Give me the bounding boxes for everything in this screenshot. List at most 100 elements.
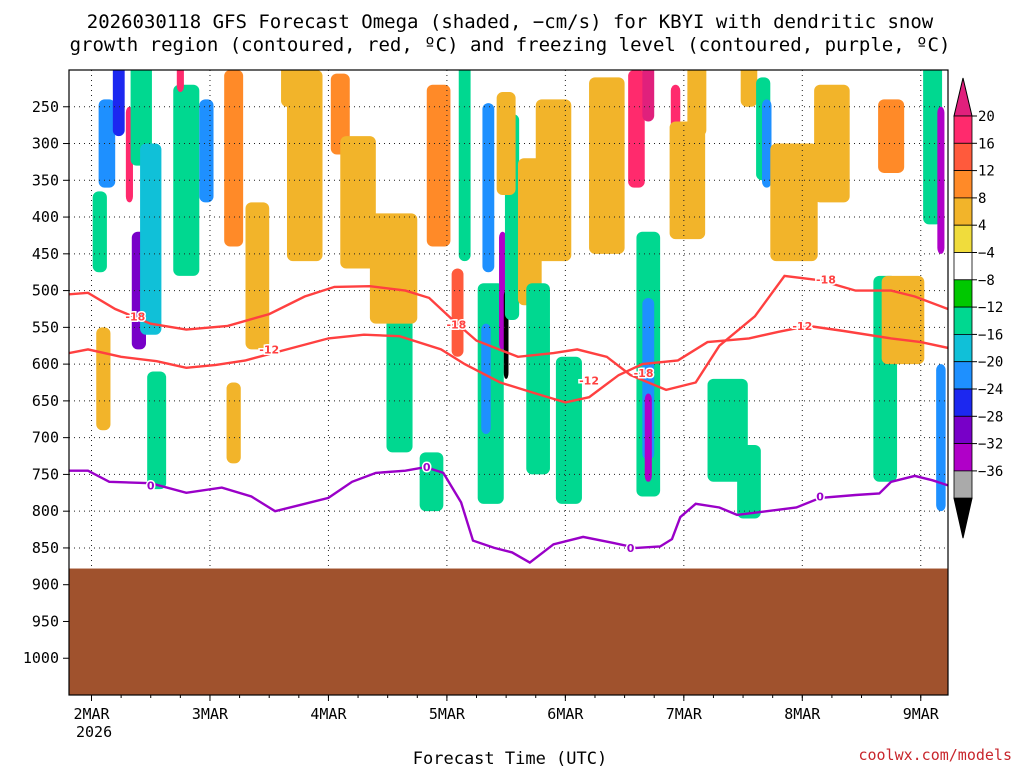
contour-label: 0 xyxy=(816,490,824,503)
omega-cell xyxy=(281,70,293,107)
x-tick-label: 6MAR xyxy=(547,705,584,723)
omega-cell xyxy=(496,92,516,195)
omega-cell xyxy=(426,84,451,247)
omega-cell xyxy=(451,268,464,357)
omega-cell xyxy=(173,84,200,276)
x-tick-label: 8MAR xyxy=(784,705,821,723)
omega-cell xyxy=(770,143,818,262)
omega-cell xyxy=(458,70,471,262)
omega-cell xyxy=(937,106,945,254)
omega-cell xyxy=(923,70,943,225)
colorbar-segment xyxy=(953,388,973,417)
contour-line xyxy=(69,274,948,392)
y-tick-label: 300 xyxy=(32,135,59,153)
y-tick-label: 450 xyxy=(32,245,59,263)
omega-cell xyxy=(482,103,495,273)
omega-cell xyxy=(644,393,652,482)
omega-cell xyxy=(140,143,162,335)
omega-cell xyxy=(147,371,167,490)
colorbar-label: 4 xyxy=(978,218,986,234)
y-tick-label: 500 xyxy=(32,282,59,300)
colorbar-segment xyxy=(953,333,973,363)
omega-cell xyxy=(286,70,323,262)
colorbar-segment xyxy=(953,279,973,308)
colorbar-label: 12 xyxy=(978,164,995,180)
contour-label: 0 xyxy=(147,479,155,492)
contour-label: 0 xyxy=(423,461,431,474)
omega-cell xyxy=(535,99,572,262)
colorbar-label: −36 xyxy=(978,464,1003,480)
y-tick-label: 750 xyxy=(32,465,59,483)
omega-cell xyxy=(878,99,905,173)
y-tick-label: 800 xyxy=(32,502,59,520)
credit-text: coolwx.com/models xyxy=(858,746,1012,764)
y-tick-label: 850 xyxy=(32,539,59,557)
x-axis-ticks: 2MAR 3MAR 4MAR 5MAR 6MAR 7MAR 8MAR 9MAR xyxy=(73,695,940,723)
chart-title-line2: growth region (contoured, red, ºC) and f… xyxy=(70,34,951,56)
x-tick-label: 9MAR xyxy=(903,705,940,723)
omega-cell xyxy=(199,99,214,203)
chart-title-line1: 2026030118 GFS Forecast Omega (shaded, −… xyxy=(87,11,934,33)
colorbar-label: −8 xyxy=(978,273,995,289)
omega-cell xyxy=(176,70,184,93)
colorbar-segment xyxy=(953,252,973,281)
colorbar-label: 8 xyxy=(978,191,986,207)
omega-cell xyxy=(642,70,655,122)
omega-cell xyxy=(226,382,241,464)
colorbar-label: −4 xyxy=(978,246,995,262)
contour-label: -12 xyxy=(259,343,279,356)
x-axis-year-label: 2026 xyxy=(76,723,112,741)
contour-label: -18 xyxy=(634,367,654,380)
y-tick-label: 400 xyxy=(32,208,59,226)
contour-line xyxy=(69,324,948,404)
contour-label: -18 xyxy=(125,310,145,323)
colorbar-label: −32 xyxy=(978,437,1003,453)
omega-cell xyxy=(936,364,946,512)
colorbar-label: 16 xyxy=(978,136,995,152)
colorbar-segment xyxy=(953,361,973,390)
y-tick-label: 550 xyxy=(32,318,59,336)
y-tick-label: 950 xyxy=(32,612,59,630)
omega-cell xyxy=(740,70,758,107)
omega-cell xyxy=(737,445,761,519)
y-tick-label: 700 xyxy=(32,429,59,447)
omega-cell xyxy=(881,275,925,365)
y-axis-ticks: 250 300 350 400 450 500 550 600 650 700 750 800 850 9… xyxy=(23,98,69,667)
y-tick-label: 900 xyxy=(32,576,59,594)
y-tick-label: 350 xyxy=(32,171,59,189)
plot-frame xyxy=(68,69,949,696)
omega-cell xyxy=(224,70,244,247)
colorbar-segment xyxy=(953,443,973,472)
y-tick-label: 650 xyxy=(32,392,59,410)
contour-lines: 0 0 0 0 -12 -12 -12 -18 -18 -18 -18 xyxy=(69,272,948,659)
colorbar-segment xyxy=(953,224,973,253)
x-tick-label: 4MAR xyxy=(310,705,347,723)
contour-label: -12 xyxy=(792,320,812,333)
colorbar-bottom-cap xyxy=(953,497,973,539)
x-tick-label: 3MAR xyxy=(192,705,229,723)
colorbar-label: 20 xyxy=(978,109,995,125)
colorbar-segment xyxy=(953,115,973,144)
colorbar-segment xyxy=(953,170,973,199)
omega-cell xyxy=(245,202,270,350)
omega-cell xyxy=(814,84,850,203)
colorbar-label: −12 xyxy=(978,300,1003,316)
omega-cell xyxy=(330,73,350,155)
omega-cell xyxy=(92,191,107,273)
colorbar-label: −16 xyxy=(978,327,1003,343)
colorbar-segment xyxy=(953,415,973,444)
colorbar-segment xyxy=(953,470,973,499)
contour-label: 0 xyxy=(627,542,635,555)
omega-cell xyxy=(130,70,152,166)
omega-cell xyxy=(369,213,418,324)
contour-label: -18 xyxy=(816,274,836,287)
omega-cell xyxy=(669,121,706,240)
x-tick-label: 5MAR xyxy=(429,705,466,723)
x-tick-label: 2MAR xyxy=(73,705,110,723)
colorbar-label: −20 xyxy=(978,355,1003,371)
omega-cell xyxy=(340,136,376,269)
omega-shading xyxy=(92,70,946,519)
omega-cell xyxy=(762,99,772,188)
omega-cell xyxy=(628,70,645,188)
